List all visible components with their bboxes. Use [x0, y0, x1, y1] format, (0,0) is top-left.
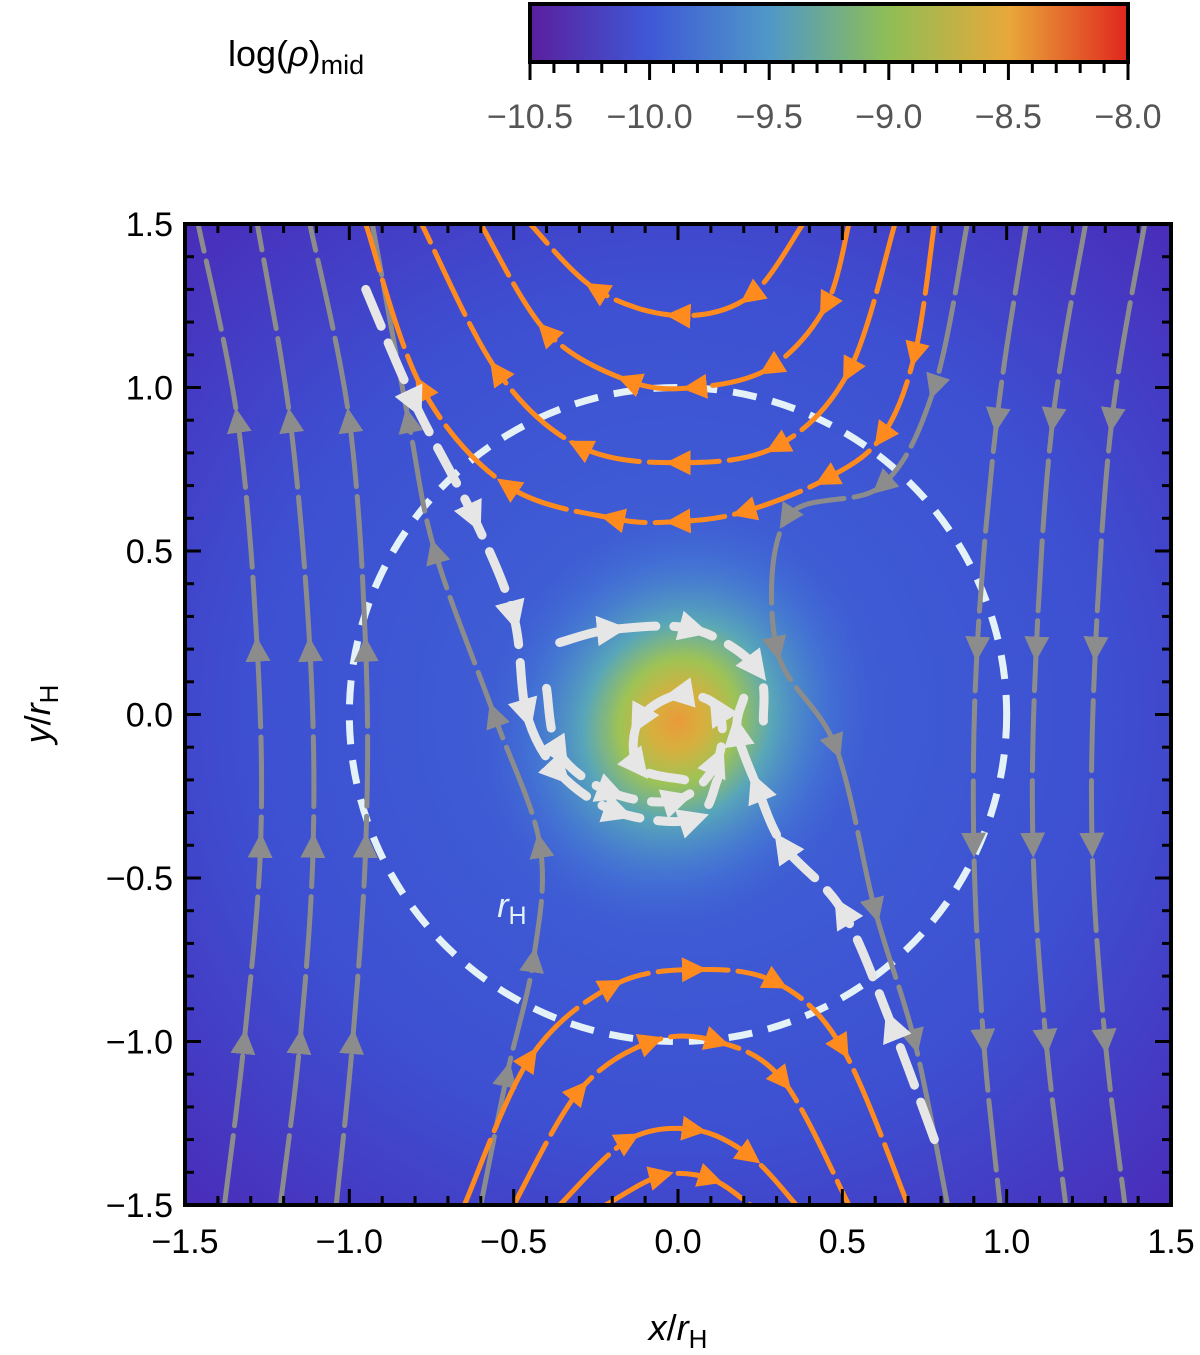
- y-tick-label: −1.0: [106, 1024, 173, 1062]
- axis-ticks: −1.5 −1.0 −0.5 0.0 0.5 1.0 1.5 −1.5 −1.0 −0.5 0.0 0…: [106, 206, 1195, 1261]
- streamline-path: [555, 610, 769, 726]
- y-axis-title-sep: /: [17, 715, 58, 725]
- colorbar-tick-label: −10.0: [607, 98, 693, 136]
- x-tick-label: 1.5: [1147, 1223, 1194, 1261]
- colorbar-label-sub: mid: [321, 50, 365, 80]
- streamline-passing: [961, 224, 1029, 1205]
- streamline-path: [1079, 224, 1148, 1205]
- colorbar-tick-label: −10.5: [487, 98, 573, 136]
- streamline-path: [461, 957, 911, 1205]
- streamline-path: [511, 1025, 852, 1205]
- y-tick-label: 0.5: [126, 533, 173, 571]
- y-tick-label: −1.5: [106, 1187, 173, 1225]
- streamline-horseshoe: [557, 1115, 799, 1205]
- colorbar-tick-label: −8.0: [1094, 98, 1161, 136]
- colorbar-label: log(ρ)mid: [228, 33, 364, 80]
- streamline-horseshoe: [603, 1163, 753, 1205]
- y-axis-title-main: y: [17, 723, 58, 746]
- colorbar-tick-label: −9.5: [736, 98, 803, 136]
- colorbar-tick-label: −9.0: [855, 98, 922, 136]
- x-axis-title-sep: /: [667, 1307, 677, 1348]
- streamline-horseshoe: [527, 224, 806, 329]
- streamline-accreting: [724, 693, 939, 1145]
- streamline-horseshoe: [511, 1025, 852, 1205]
- streamline-passing: [1079, 224, 1148, 1205]
- x-tick-label: −1.0: [316, 1223, 383, 1261]
- streamline-path: [195, 224, 273, 1205]
- streamline-path: [1020, 224, 1089, 1205]
- streamline-passing: [1020, 224, 1089, 1205]
- colorbar-label-close: ): [309, 33, 321, 74]
- hill-radius-label: rH: [497, 887, 526, 930]
- x-axis-title-var: r: [677, 1307, 691, 1348]
- hill-radius-label-var: r: [497, 887, 510, 925]
- x-tick-label: 0.5: [819, 1223, 866, 1261]
- streamline-path: [961, 224, 1029, 1205]
- hill-radius-label-sub: H: [509, 902, 527, 930]
- streamline-path: [307, 224, 379, 1205]
- colorbar-tick-label: −8.5: [975, 98, 1042, 136]
- y-tick-label: −0.5: [106, 860, 173, 898]
- y-axis-title-sub: H: [34, 685, 64, 704]
- x-axis-title-sub: H: [689, 1324, 708, 1354]
- streamline-accreting: [555, 610, 769, 726]
- streamline-passing: [254, 224, 326, 1205]
- y-axis-title: y/rH: [17, 685, 64, 747]
- x-tick-label: −0.5: [480, 1223, 547, 1261]
- x-axis-title: x/rH: [647, 1307, 708, 1354]
- streamline-path: [254, 224, 326, 1205]
- streamline-accreting: [538, 677, 739, 819]
- y-tick-label: 0.0: [126, 697, 173, 735]
- x-axis-title-main: x: [647, 1307, 669, 1348]
- colorbar-label-main: log(: [228, 33, 288, 74]
- streamline-passing: [195, 224, 273, 1205]
- streamline-path: [557, 1115, 799, 1205]
- streamline-accreting: [361, 284, 722, 839]
- colorbar-bar: [528, 2, 1130, 64]
- colorbar: log(ρ)mid −10.5 −10.0 −9.5 −9.0 −8.5 −8.0: [228, 2, 1162, 136]
- colorbar-ticks: −10.5 −10.0 −9.5 −9.0 −8.5 −8.0: [487, 62, 1162, 136]
- streamline-passing: [307, 224, 379, 1205]
- streamline-path: [724, 693, 939, 1145]
- colorbar-label-rho: ρ: [287, 33, 309, 74]
- x-tick-label: 0.0: [654, 1223, 701, 1261]
- streamline-path: [538, 677, 739, 819]
- plot-area: rH −1.5 −1.0 −0.5 0.0 0.5 1.0 1.5 −1.5 −1.0 −0.5 0…: [106, 206, 1195, 1261]
- x-tick-label: 1.0: [983, 1223, 1030, 1261]
- streamline-path: [603, 1163, 753, 1205]
- y-tick-label: 1.0: [126, 370, 173, 408]
- streamline-path: [527, 224, 806, 329]
- streamlines: [195, 224, 1148, 1205]
- streamline-horseshoe: [461, 957, 911, 1205]
- y-axis-title-var: r: [17, 701, 58, 715]
- streamline-path: [361, 284, 722, 839]
- y-tick-label: 1.5: [126, 206, 173, 244]
- x-tick-label: −1.5: [151, 1223, 218, 1261]
